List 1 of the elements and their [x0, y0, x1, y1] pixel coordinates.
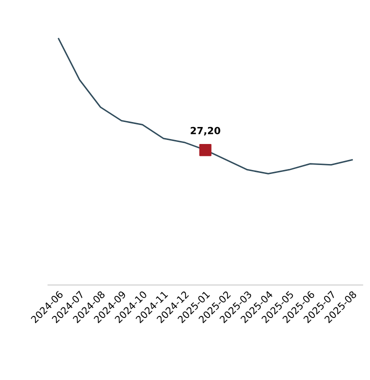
annotation: 27,20	[190, 126, 220, 136]
